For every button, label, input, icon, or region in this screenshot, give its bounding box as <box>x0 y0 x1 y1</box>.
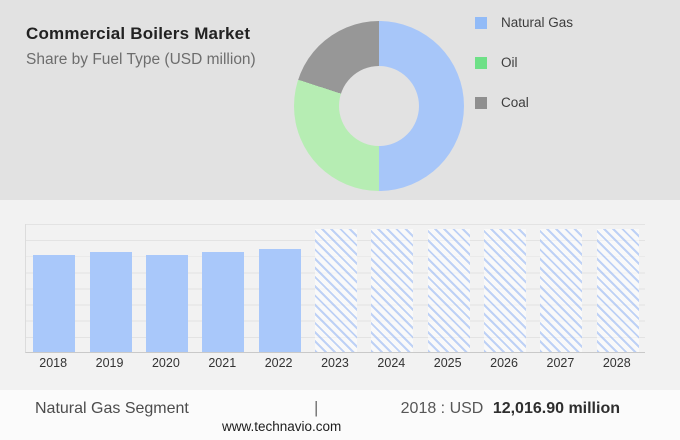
bar-slot-2019 <box>82 223 138 352</box>
bar-slot-2026 <box>477 223 533 352</box>
x-axis-label-2028: 2028 <box>602 356 631 370</box>
page-title: Commercial Boilers Market <box>26 24 251 43</box>
bar-slot-2027 <box>533 223 589 352</box>
bar-slot-2025 <box>421 223 477 352</box>
footer-band: Natural Gas Segment | 2018 : USD 12,016.… <box>0 390 680 440</box>
bars-container <box>26 223 646 352</box>
bar-slot-2021 <box>195 223 251 352</box>
x-axis-label-2027: 2027 <box>546 356 575 370</box>
legend-item-natural-gas: Natural Gas <box>475 15 574 30</box>
x-axis-labels: 2018 2019 2020 2021 2022 2023 2024 2025 2026 2027… <box>25 356 645 370</box>
value-bar-2019 <box>89 252 132 352</box>
forecast-bar-2023 <box>314 229 357 352</box>
forecast-bar-2028 <box>596 229 639 352</box>
bar-slot-2028 <box>590 223 646 352</box>
segment-label: Natural Gas Segment <box>35 400 189 417</box>
bar-slot-2020 <box>139 223 195 352</box>
forecast-bar-2025 <box>427 229 470 352</box>
footer-value-amount: 12,016.90 million <box>492 400 620 417</box>
legend-item-coal: Coal <box>475 95 573 110</box>
legend-swatch-oil <box>475 56 487 69</box>
value-bar-2021 <box>202 252 245 352</box>
value-bar-2022 <box>258 249 301 352</box>
x-axis-label-2024: 2024 <box>377 356 406 370</box>
title-block: Commercial Boilers Market Share by Fuel … <box>26 24 256 69</box>
legend-label-oil: Oil <box>501 55 518 70</box>
value-bar-2018 <box>33 255 76 352</box>
x-axis-label-2020: 2020 <box>151 356 180 370</box>
forecast-bar-2024 <box>371 229 414 352</box>
footer-value: 2018 : USD 12,016.90 million <box>401 400 620 418</box>
value-bar-2020 <box>145 255 188 352</box>
bar-slot-2023 <box>308 223 364 352</box>
legend-label-natural-gas: Natural Gas <box>501 15 574 30</box>
donut-hole <box>339 66 419 146</box>
bar-slot-2024 <box>364 223 420 352</box>
legend-swatch-coal <box>475 96 487 109</box>
footer-separator: | <box>314 398 319 417</box>
header-band: Commercial Boilers Market Share by Fuel … <box>0 0 680 200</box>
legend-swatch-natural-gas <box>475 16 487 29</box>
legend: Natural Gas Oil Coal <box>475 15 574 136</box>
x-axis-label-2022: 2022 <box>264 356 293 370</box>
x-axis-label-2025: 2025 <box>433 356 462 370</box>
legend-item-oil: Oil <box>475 55 573 70</box>
bar-slot-2018 <box>26 223 82 352</box>
x-axis-label-2026: 2026 <box>490 356 518 370</box>
bar-chart-plot-area <box>25 224 645 353</box>
x-axis-label-2019: 2019 <box>95 356 124 370</box>
page-subtitle: Share by Fuel Type (USD million) <box>26 51 256 68</box>
legend-label-coal: Coal <box>501 95 529 110</box>
bar-chart-band: 2018 2019 2020 2021 2022 2023 2024 2025 2026 2027… <box>0 200 680 390</box>
bar-slot-2022 <box>251 223 307 352</box>
x-axis-label-2023: 2023 <box>321 356 349 370</box>
x-axis-label-2018: 2018 <box>39 356 68 370</box>
website-url: www.technavio.com <box>222 419 342 434</box>
forecast-bar-2027 <box>540 229 583 352</box>
forecast-bar-2026 <box>484 229 527 352</box>
footer-value-prefix: 2018 : USD <box>400 400 484 417</box>
donut-chart <box>294 21 464 191</box>
x-axis-label-2021: 2021 <box>208 356 237 370</box>
